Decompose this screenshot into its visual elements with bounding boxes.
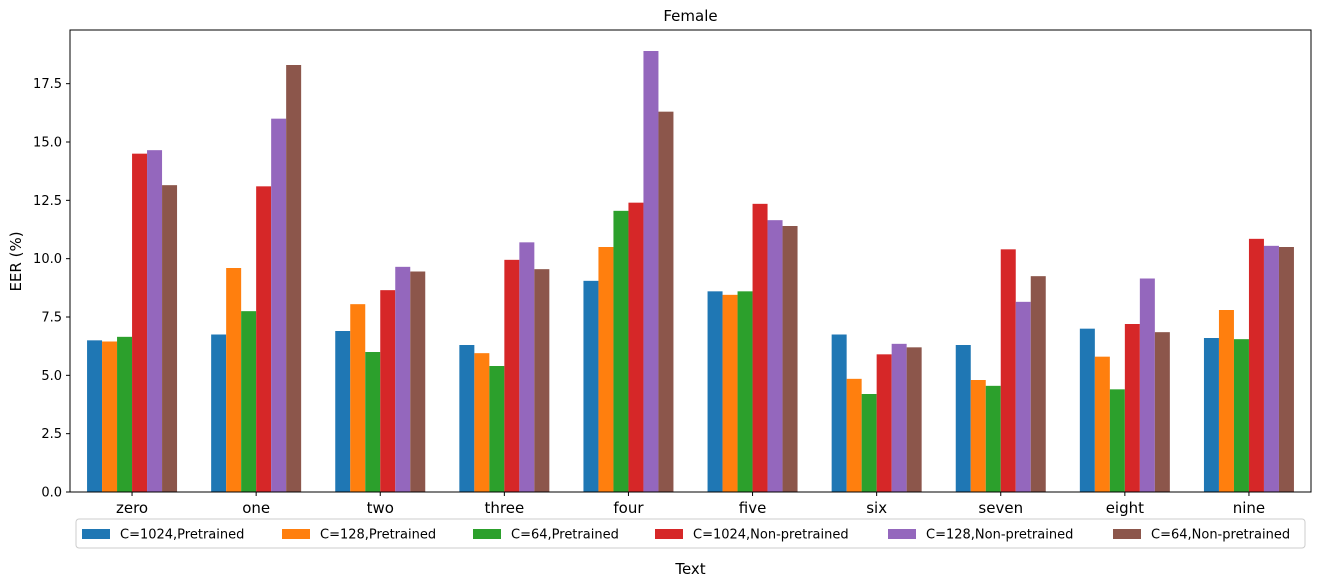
plot-frame	[69, 29, 1312, 493]
bar-two-series-5	[395, 266, 411, 492]
bar-five-series-5	[767, 220, 783, 492]
legend-swatch	[473, 529, 501, 539]
bar-seven-series-3	[985, 385, 1001, 492]
plot-area: 0.0 2.5 5.0 7.5 10.0 12.5 15.0 17.5 zero one two th…	[33, 29, 1312, 517]
bar-three-series-1	[459, 345, 475, 492]
bar-four-series-5	[643, 51, 659, 492]
bar-nine-series-4	[1248, 238, 1264, 492]
bar-eight-series-1	[1079, 328, 1095, 492]
bar-seven-series-4	[1000, 249, 1016, 492]
bar-eight-series-4	[1124, 324, 1140, 492]
x-tick-label: six	[866, 499, 887, 517]
bar-nine-series-2	[1218, 310, 1234, 492]
bar-seven-series-1	[955, 345, 971, 492]
bar-one-series-4	[256, 186, 272, 493]
bar-one-series-3	[241, 311, 257, 492]
bar-three-series-5	[519, 242, 535, 492]
bar-six-series-6	[906, 347, 922, 492]
bar-four-series-6	[658, 111, 674, 493]
x-tick-label: two	[367, 499, 394, 517]
bar-four-series-2	[598, 247, 614, 492]
bar-eight-series-3	[1109, 389, 1125, 492]
bar-one-series-1	[211, 334, 227, 492]
y-tick-label: 12.5	[33, 194, 62, 209]
legend-entry-label: C=128,Pretrained	[320, 528, 436, 543]
bar-six-series-1	[831, 334, 847, 492]
legend-entry-label: C=128,Non-pretrained	[926, 528, 1073, 543]
bar-three-series-6	[534, 269, 550, 492]
legend-swatch	[82, 529, 110, 539]
bar-two-series-3	[365, 352, 381, 492]
bar-three-series-4	[504, 259, 520, 492]
y-tick-label: 15.0	[33, 136, 62, 151]
legend-swatch	[888, 529, 916, 539]
bar-five-series-2	[722, 294, 738, 492]
bar-seven-series-6	[1030, 276, 1046, 492]
bar-four-series-4	[628, 202, 644, 492]
bar-seven-series-2	[970, 380, 986, 492]
legend-swatch	[1113, 529, 1141, 539]
bar-one-series-5	[271, 118, 287, 493]
bar-five-series-3	[737, 291, 753, 492]
bar-zero-series-2	[102, 341, 118, 492]
x-tick-label: four	[613, 499, 644, 517]
bar-nine-series-5	[1263, 245, 1279, 492]
bar-nine-series-3	[1233, 339, 1249, 492]
y-tick-label: 5.0	[41, 369, 62, 384]
x-tick-label: five	[739, 499, 767, 517]
bar-one-series-2	[226, 268, 242, 492]
legend-entry-label: C=1024,Non-pretrained	[693, 528, 849, 543]
x-tick-label: zero	[116, 499, 148, 517]
y-tick-label: 0.0	[41, 486, 62, 501]
x-tick-label: nine	[1233, 499, 1265, 517]
legend-swatch	[282, 529, 310, 539]
bar-six-series-5	[891, 343, 907, 492]
bar-five-series-1	[707, 291, 723, 492]
y-tick-label: 2.5	[41, 427, 62, 442]
x-tick-label: one	[242, 499, 270, 517]
bar-five-series-4	[752, 203, 768, 493]
legend-swatch	[655, 529, 683, 539]
legend-entry-label: C=64,Non-pretrained	[1151, 528, 1290, 543]
bar-six-series-4	[876, 354, 892, 492]
bar-two-series-4	[380, 290, 396, 492]
bar-eight-series-5	[1139, 278, 1155, 492]
legend-box	[75, 518, 1306, 549]
bar-two-series-1	[335, 331, 351, 492]
legend-entry-label: C=64,Pretrained	[511, 528, 619, 543]
y-tick-label: 10.0	[33, 252, 62, 267]
bar-zero-series-5	[147, 150, 163, 492]
bar-three-series-2	[474, 353, 490, 492]
x-tick-label: eight	[1106, 499, 1144, 517]
bar-nine-series-6	[1278, 247, 1294, 492]
bar-eight-series-6	[1154, 332, 1170, 492]
bar-nine-series-1	[1203, 338, 1219, 492]
bar-one-series-6	[286, 65, 302, 492]
y-tick-label: 17.5	[33, 77, 62, 92]
bar-seven-series-5	[1015, 301, 1031, 492]
bar-six-series-2	[846, 378, 862, 492]
legend: C=1024,Pretrained C=128,Pretrained C=64,Pr…	[75, 518, 1306, 549]
x-tick-label: three	[485, 499, 525, 517]
bar-zero-series-4	[132, 153, 148, 492]
bar-four-series-3	[613, 210, 629, 493]
bar-four-series-1	[583, 280, 599, 492]
y-axis-label: EER (%)	[7, 231, 25, 291]
bar-six-series-3	[861, 394, 877, 492]
x-axis-label: Text	[674, 560, 705, 578]
legend-entry-label: C=1024,Pretrained	[120, 528, 244, 543]
bar-five-series-6	[782, 226, 798, 492]
bar-two-series-2	[350, 304, 366, 492]
x-tick-label: seven	[978, 499, 1023, 517]
bar-zero-series-1	[87, 340, 103, 492]
bar-zero-series-6	[162, 185, 178, 492]
bar-zero-series-3	[117, 336, 133, 492]
bar-eight-series-2	[1094, 356, 1110, 492]
chart-title: Female	[663, 7, 717, 25]
bar-two-series-6	[410, 271, 426, 492]
bar-three-series-3	[489, 366, 505, 492]
y-tick-label: 7.5	[41, 311, 62, 326]
